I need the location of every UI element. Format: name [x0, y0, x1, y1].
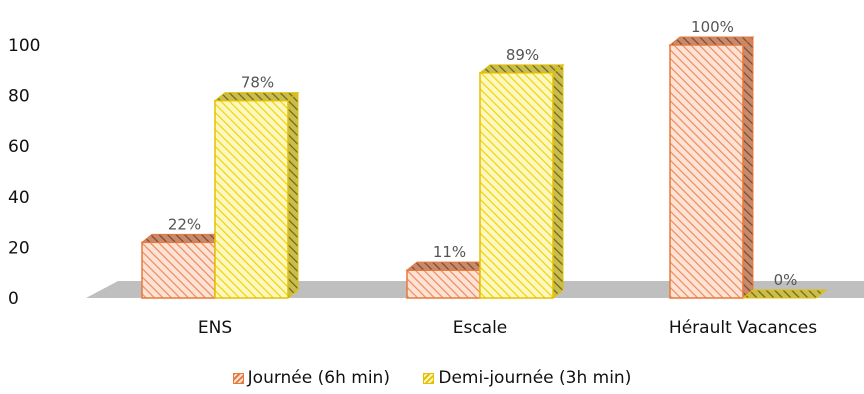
data-label: 89% — [506, 46, 539, 64]
y-tick-label: 60 — [8, 137, 30, 157]
bar-top — [213, 92, 300, 102]
legend: Journée (6h min) Demi-journée (3h min) — [0, 368, 864, 389]
bar-side — [287, 91, 299, 300]
bar-demi-journee — [478, 63, 565, 300]
data-label: 11% — [433, 243, 466, 261]
bar-top — [668, 36, 755, 46]
x-category-label: ENS — [198, 318, 232, 338]
y-tick-label: 100 — [8, 36, 40, 56]
bar-front — [141, 241, 216, 299]
legend-swatch-journee — [232, 372, 244, 384]
bar-top — [478, 64, 565, 74]
bar-journee — [405, 261, 492, 300]
bar-demi-journee — [741, 289, 828, 299]
legend-label-demi-journee: Demi-journée (3h min) — [438, 368, 632, 388]
y-tick-label: 0 — [8, 289, 19, 309]
bar-front — [406, 269, 481, 299]
data-label: 78% — [241, 74, 274, 92]
bar-side — [552, 63, 564, 300]
bar-top — [741, 289, 828, 299]
bar-chart: 0 20 40 60 80 100 ENS Escale Hérault Vacances 22… — [8, 18, 864, 338]
x-category-label: Escale — [453, 318, 508, 338]
legend-label-journee: Journée (6h min) — [247, 368, 390, 388]
bar-front — [479, 72, 554, 299]
data-label: 0% — [774, 271, 798, 289]
y-tick-label: 80 — [8, 87, 30, 107]
bar-journee — [140, 233, 227, 300]
y-tick-label: 40 — [8, 188, 30, 208]
y-tick-label: 20 — [8, 238, 30, 258]
bar-side — [742, 35, 754, 300]
bar-demi-journee — [213, 91, 300, 300]
legend-item-journee: Journée (6h min) — [232, 368, 390, 388]
x-category-label: Hérault Vacances — [669, 318, 817, 338]
bar-front — [214, 99, 289, 299]
data-label: 100% — [691, 18, 734, 36]
data-label: 22% — [168, 215, 201, 233]
bar-top — [405, 261, 492, 271]
legend-item-demi-journee: Demi-journée (3h min) — [423, 368, 631, 388]
bar-top — [140, 233, 227, 243]
legend-swatch-demi-journee — [423, 372, 435, 384]
bar-front — [669, 44, 744, 299]
bar-journee — [668, 35, 755, 300]
